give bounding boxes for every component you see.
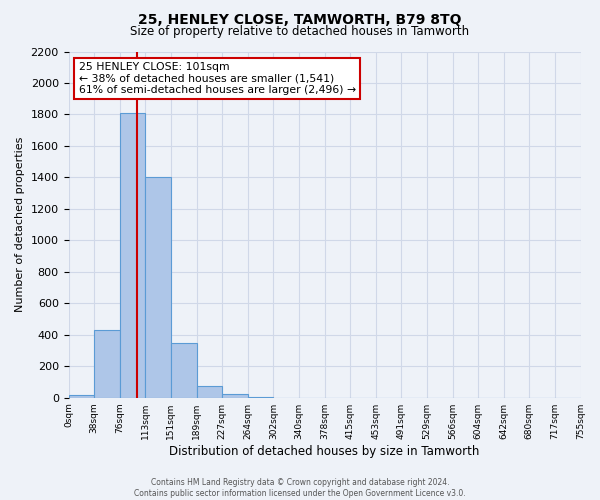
- Bar: [197, 386, 222, 398]
- Bar: [68, 396, 94, 398]
- X-axis label: Distribution of detached houses by size in Tamworth: Distribution of detached houses by size …: [169, 444, 480, 458]
- Text: Contains HM Land Registry data © Crown copyright and database right 2024.
Contai: Contains HM Land Registry data © Crown c…: [134, 478, 466, 498]
- Bar: [222, 394, 248, 398]
- Bar: [171, 342, 197, 398]
- Text: 25, HENLEY CLOSE, TAMWORTH, B79 8TQ: 25, HENLEY CLOSE, TAMWORTH, B79 8TQ: [138, 12, 462, 26]
- Y-axis label: Number of detached properties: Number of detached properties: [15, 137, 25, 312]
- Bar: [120, 113, 145, 398]
- Bar: [145, 178, 171, 398]
- Bar: [94, 330, 120, 398]
- Bar: [248, 397, 274, 398]
- Text: 25 HENLEY CLOSE: 101sqm
← 38% of detached houses are smaller (1,541)
61% of semi: 25 HENLEY CLOSE: 101sqm ← 38% of detache…: [79, 62, 356, 95]
- Text: Size of property relative to detached houses in Tamworth: Size of property relative to detached ho…: [130, 25, 470, 38]
